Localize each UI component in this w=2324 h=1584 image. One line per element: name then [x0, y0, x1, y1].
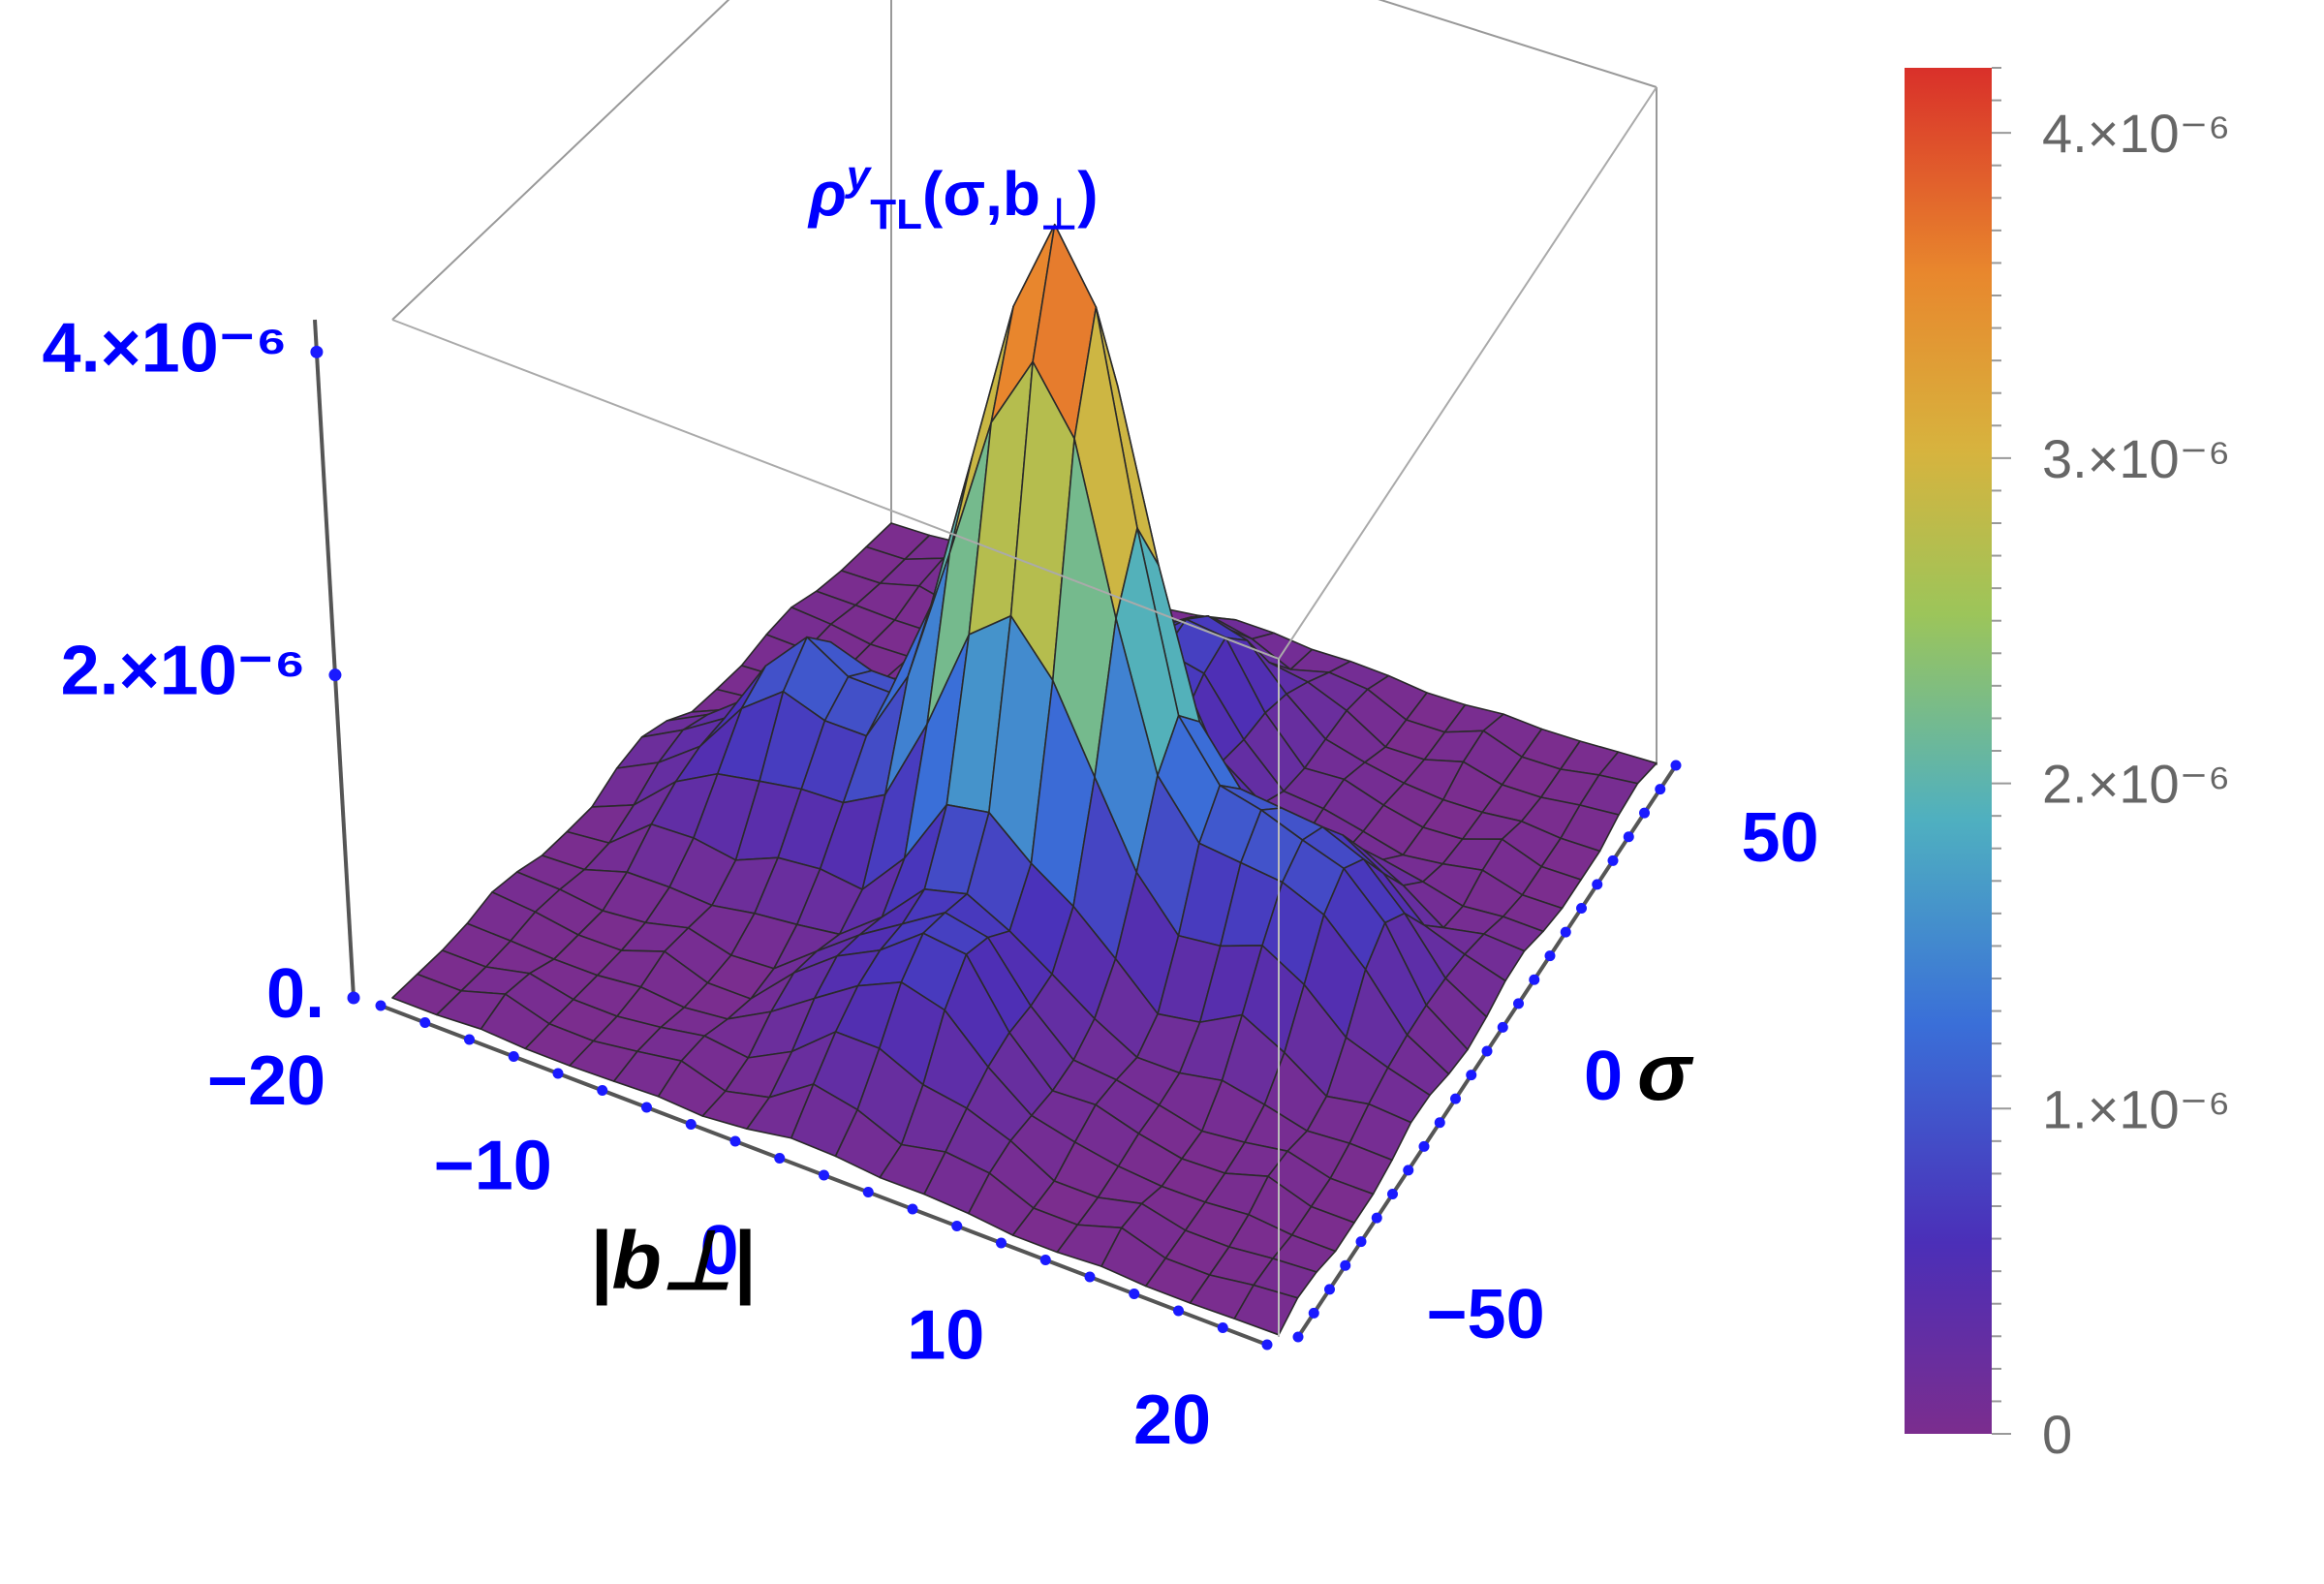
x-axis-tick-mark: [685, 1119, 697, 1130]
colorbar-tick-label: 3.×10⁻⁶: [2042, 428, 2230, 489]
y-axis-tick-mark: [1639, 807, 1650, 819]
x-axis-tick-mark: [1084, 1271, 1096, 1283]
bounding-box-back: [391, 0, 1658, 765]
y-axis-tick-mark: [1497, 1021, 1508, 1033]
x-axis-tick-mark: [1261, 1339, 1273, 1351]
y-axis-tick-mark: [1387, 1189, 1398, 1199]
y-axis-tick-mark: [1592, 879, 1603, 890]
x-axis-tick-mark: [641, 1102, 652, 1113]
x-axis-tick-mark: [907, 1203, 918, 1215]
colorbar-tick-label: 4.×10⁻⁶: [2042, 103, 2230, 164]
y-axis-tick-mark: [1434, 1117, 1445, 1129]
colorbar-tick-label: 2.×10⁻⁶: [2042, 754, 2230, 815]
x-axis-tick-mark: [597, 1085, 608, 1096]
y-axis-tick-mark: [1466, 1070, 1477, 1081]
x-axis-tick-mark: [375, 1000, 387, 1011]
z-axis-tick-mark: [310, 345, 324, 358]
y-axis-tick-mark: [1355, 1236, 1367, 1248]
colorbar-ticks: 0 1.×10⁻⁶ 2.×10⁻⁶ 3.×10⁻⁶ 4.×10⁻⁶: [1992, 67, 2230, 1465]
y-axis-tick-mark: [1481, 1045, 1493, 1057]
y-axis-tick-mark: [1560, 926, 1571, 938]
y-axis-tick-mark: [1324, 1284, 1335, 1295]
x-axis-tick-mark: [419, 1017, 431, 1028]
y-axis-tick-mark: [1655, 784, 1666, 795]
surface-patch: [1233, 1284, 1299, 1336]
x-axis-tick-mark: [996, 1237, 1007, 1249]
bounding-box-front: [391, 86, 1658, 1337]
plot-title: ρyTL(σ,b⊥): [807, 152, 1099, 238]
y-axis-tick-mark: [1371, 1212, 1382, 1224]
z-axis-tick-label: 0.: [266, 955, 325, 1033]
x-axis-tick-label: −10: [434, 1128, 552, 1205]
x-axis-tick-mark: [1217, 1322, 1228, 1333]
y-axis-tick-mark: [1340, 1259, 1351, 1271]
x-axis-tick-label: 10: [907, 1297, 984, 1375]
x-axis-tick-mark: [552, 1068, 564, 1079]
y-axis-tick-mark: [1607, 854, 1619, 866]
z-axis-line: [313, 319, 356, 999]
y-axis-tick-mark: [1529, 974, 1540, 985]
axes: −20 −10 0 10 20 −50 0 50 0. 2.×10⁻⁶ 4.×10⁻⁶: [43, 309, 1819, 1459]
box-edge-top-front: [391, 86, 1658, 661]
x-axis-tick-mark: [1039, 1255, 1051, 1265]
surface-mesh: [391, 223, 1658, 1336]
y-axis-tick-mark: [1403, 1165, 1414, 1176]
x-axis-tick-mark: [951, 1221, 963, 1231]
colorbar-tick-label: 0: [2042, 1404, 2072, 1465]
colorbar-tick-label: 1.×10⁻⁶: [2042, 1078, 2230, 1139]
z-axis-tick-mark: [328, 668, 342, 682]
y-axis-tick-mark: [1292, 1331, 1304, 1343]
y-axis-label: σ: [1637, 1026, 1694, 1117]
y-axis-tick-mark: [1418, 1140, 1430, 1152]
z-axis-tick-label: 2.×10⁻⁶: [61, 633, 306, 710]
y-axis-tick-label: 0: [1584, 1038, 1623, 1115]
y-axis-tick-mark: [1308, 1307, 1319, 1319]
x-axis-tick-label: 0: [699, 1212, 738, 1289]
x-axis-tick-mark: [729, 1135, 741, 1147]
x-axis-tick-mark: [1173, 1305, 1184, 1317]
z-axis-tick-mark: [347, 991, 360, 1005]
y-axis-tick-label: 50: [1742, 799, 1819, 877]
y-axis-tick-mark: [1513, 998, 1524, 1009]
y-axis-tick-mark: [1544, 950, 1556, 962]
x-axis-tick-mark: [774, 1153, 786, 1164]
x-axis-tick-mark: [819, 1169, 829, 1181]
x-axis-label: |b⊥|: [589, 1215, 756, 1306]
y-axis-tick-mark: [1450, 1093, 1461, 1104]
x-axis-tick-mark: [464, 1034, 475, 1045]
y-axis-tick-mark: [1623, 831, 1634, 843]
y-axis-tick-label: −50: [1427, 1276, 1545, 1353]
x-axis-tick-mark: [508, 1051, 519, 1062]
colorbar: [1905, 68, 1992, 1434]
x-axis-tick-label: −20: [207, 1042, 325, 1120]
z-axis-tick-label: 4.×10⁻⁶: [43, 309, 288, 387]
x-axis-tick-label: 20: [1133, 1382, 1211, 1459]
x-axis-tick-mark: [862, 1187, 874, 1197]
y-axis-tick-mark: [1576, 903, 1587, 914]
box-edge-top-back: [391, 0, 1658, 321]
y-axis-tick-mark: [1670, 760, 1682, 771]
x-axis-tick-mark: [1129, 1289, 1140, 1299]
